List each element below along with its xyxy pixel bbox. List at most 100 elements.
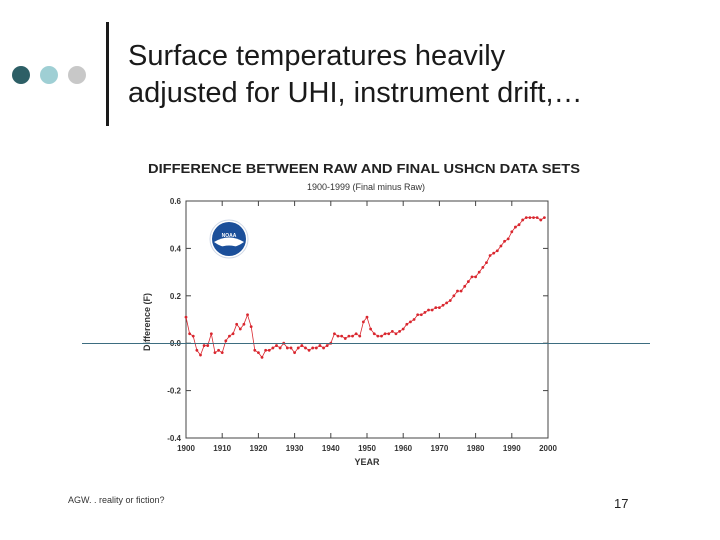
data-point (206, 344, 210, 347)
data-point (401, 327, 405, 331)
dot-dark (12, 66, 30, 84)
dot-gray (68, 66, 86, 84)
data-point (405, 322, 409, 326)
data-point (492, 251, 496, 255)
data-point (387, 332, 391, 336)
data-point (452, 294, 456, 298)
page-number: 17 (614, 496, 629, 511)
data-point (267, 348, 271, 352)
data-point (304, 346, 307, 350)
data-point (430, 308, 434, 312)
data-point (514, 225, 517, 229)
data-point (532, 216, 535, 219)
data-point (209, 332, 213, 336)
data-point (246, 313, 249, 317)
data-point (495, 249, 499, 253)
logo-gull (214, 237, 244, 248)
x-tick-label: 1980 (467, 444, 485, 453)
data-point (365, 315, 369, 319)
data-point (372, 332, 376, 336)
data-point (275, 344, 278, 347)
data-point (499, 244, 503, 248)
data-point (347, 334, 351, 338)
data-point (202, 344, 206, 347)
x-tick-label: 2000 (539, 444, 557, 453)
data-point (228, 334, 231, 338)
x-tick-label: 1990 (503, 444, 521, 453)
data-point (220, 351, 224, 355)
zero-reference-line (82, 343, 650, 345)
x-tick-label: 1910 (213, 444, 231, 453)
footer-text: AGW. . reality or fiction? (68, 495, 165, 505)
data-point (394, 332, 398, 336)
data-point (503, 239, 506, 243)
dot-teal (40, 66, 58, 84)
data-point (184, 315, 188, 319)
data-point (195, 348, 199, 352)
data-point (343, 337, 347, 340)
data-point (231, 332, 235, 336)
data-point (333, 332, 336, 336)
x-tick-label: 1920 (250, 444, 268, 453)
data-point (409, 320, 412, 324)
data-point (419, 313, 423, 317)
y-tick-label: -0.2 (167, 387, 181, 396)
data-point (445, 301, 449, 305)
data-point (441, 303, 445, 307)
data-point (535, 216, 539, 219)
data-point (427, 308, 430, 312)
slide-title: Surface temperatures heavily adjusted fo… (128, 38, 688, 112)
data-point (358, 334, 362, 338)
logo-wave (218, 245, 240, 252)
x-tick-label: 1900 (177, 444, 195, 453)
data-point (474, 275, 477, 279)
data-point (354, 332, 358, 336)
data-point (340, 334, 344, 338)
data-point (293, 351, 296, 355)
data-point (398, 329, 401, 333)
data-point (470, 275, 474, 279)
data-point (542, 216, 546, 219)
data-point (264, 348, 268, 352)
data-point (521, 218, 525, 222)
title-divider (106, 22, 109, 126)
x-axis-label: YEAR (354, 457, 380, 467)
x-tick-label: 1960 (394, 444, 412, 453)
x-tick-label: 1930 (286, 444, 304, 453)
data-point (278, 346, 282, 350)
data-point (517, 223, 521, 227)
data-point (296, 346, 300, 350)
noaa-logo-icon (209, 219, 249, 259)
y-tick-label: 0.4 (170, 244, 182, 253)
data-point (361, 320, 365, 324)
data-point (311, 346, 315, 350)
data-point (481, 265, 485, 269)
data-point (191, 334, 195, 338)
title-line-2: adjusted for UHI, instrument drift,… (128, 77, 583, 109)
chart-title: DIFFERENCE BETWEEN RAW AND FINAL USHCN D… (148, 162, 580, 176)
data-point (188, 332, 192, 336)
data-point (383, 332, 387, 336)
data-point (369, 327, 373, 331)
data-point (456, 289, 459, 293)
data-point (213, 351, 217, 355)
data-point (242, 322, 246, 326)
data-point (199, 353, 202, 357)
data-point (438, 306, 441, 310)
decorative-dots (12, 66, 92, 84)
data-point (390, 329, 394, 333)
data-point (423, 310, 427, 314)
data-point (459, 289, 463, 293)
x-tick-label: 1950 (358, 444, 376, 453)
data-point (506, 237, 510, 241)
data-point (314, 346, 318, 350)
data-point (412, 318, 416, 321)
data-point (524, 216, 528, 219)
series-line (185, 217, 545, 359)
data-point (224, 339, 228, 343)
data-point (289, 346, 293, 350)
x-tick-label: 1940 (322, 444, 340, 453)
data-point (416, 313, 420, 317)
data-point (477, 270, 481, 274)
data-point (380, 334, 383, 338)
